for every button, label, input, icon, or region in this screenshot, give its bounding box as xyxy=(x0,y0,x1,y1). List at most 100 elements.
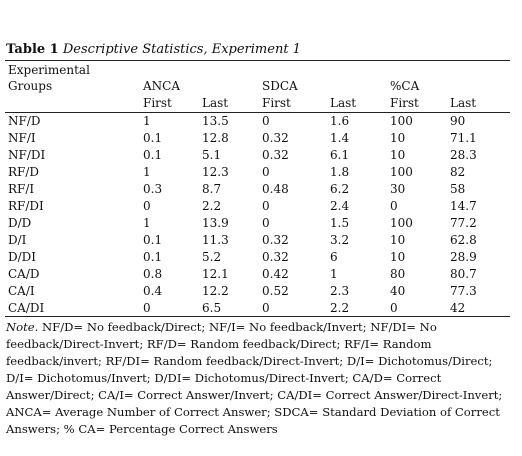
row-label: NF/I xyxy=(8,131,36,145)
table-cell: 12.3 xyxy=(202,165,229,179)
table-cell: 1.8 xyxy=(330,165,350,179)
row-label: CA/I xyxy=(8,284,35,298)
table-cell: 12.1 xyxy=(202,267,229,281)
table-cell: 13.5 xyxy=(202,114,229,128)
table-cell: 71.1 xyxy=(450,131,477,145)
table-cell: 0 xyxy=(262,165,270,179)
table-cell: 2.2 xyxy=(330,301,350,315)
table-cell: 0.32 xyxy=(262,250,289,264)
table-cell: 12.8 xyxy=(202,131,229,145)
table-cell: 30 xyxy=(390,182,406,196)
table-cell: 0.32 xyxy=(262,233,289,247)
table-cell: 82 xyxy=(450,165,466,179)
row-label: CA/D xyxy=(8,267,40,281)
table-cell: 90 xyxy=(450,114,466,128)
table-cell: 10 xyxy=(390,250,406,264)
rule xyxy=(5,112,510,113)
table-cell: 42 xyxy=(450,301,466,315)
table-cell: 0.8 xyxy=(143,267,163,281)
table-cell: 8.7 xyxy=(202,182,222,196)
table-cell: 0.32 xyxy=(262,131,289,145)
table-cell: 14.7 xyxy=(450,199,477,213)
table-cell: 0 xyxy=(262,114,270,128)
table-cell: 0 xyxy=(143,301,151,315)
table-cell: 2.3 xyxy=(330,284,350,298)
table-cell: 5.2 xyxy=(202,250,222,264)
row-label: D/DI xyxy=(8,250,37,264)
table-cell: 0.1 xyxy=(143,148,163,162)
table-cell: 2.4 xyxy=(330,199,350,213)
table-cell: 0 xyxy=(262,216,270,230)
table-cell: 12.2 xyxy=(202,284,229,298)
table-cell: 10 xyxy=(390,148,406,162)
table-cell: 0.48 xyxy=(262,182,289,196)
row-label: RF/I xyxy=(8,182,35,196)
caption: Table 1 Descriptive Statistics, Experime… xyxy=(6,42,301,58)
column-header: First xyxy=(143,96,172,110)
table-cell: 0 xyxy=(143,199,151,213)
table-cell: 10 xyxy=(390,233,406,247)
table-cell: 62.8 xyxy=(450,233,477,247)
column-group: %CA xyxy=(390,79,420,93)
table-cell: 5.1 xyxy=(202,148,222,162)
table-cell: 6.5 xyxy=(202,301,222,315)
group-label: Groups xyxy=(8,79,53,93)
column-group: SDCA xyxy=(262,79,298,93)
table-cell: 0.1 xyxy=(143,131,163,145)
note-label: Note. xyxy=(6,320,39,334)
table-cell: 1.6 xyxy=(330,114,350,128)
table-cell: 1 xyxy=(143,216,151,230)
table-cell: 1 xyxy=(143,165,151,179)
table-cell: 0 xyxy=(262,199,270,213)
caption-title: Descriptive Statistics, Experiment 1 xyxy=(62,42,301,57)
table-cell: 0.1 xyxy=(143,250,163,264)
row-label: D/I xyxy=(8,233,27,247)
table-cell: 6.2 xyxy=(330,182,350,196)
table-cell: 0.4 xyxy=(143,284,163,298)
table-cell: 100 xyxy=(390,165,413,179)
table-cell: 0.42 xyxy=(262,267,289,281)
rule xyxy=(5,60,510,61)
table-cell: 77.2 xyxy=(450,216,477,230)
row-label: NF/DI xyxy=(8,148,46,162)
table-cell: 77.3 xyxy=(450,284,477,298)
row-label: CA/DI xyxy=(8,301,45,315)
caption-label: Table 1 xyxy=(6,42,59,57)
table-cell: 0 xyxy=(262,301,270,315)
column-header: First xyxy=(390,96,419,110)
column-header: First xyxy=(262,96,291,110)
table-cell: 80.7 xyxy=(450,267,477,281)
column-header: Last xyxy=(450,96,477,110)
table-cell: 0.1 xyxy=(143,233,163,247)
table-cell: 1 xyxy=(143,114,151,128)
row-label: NF/D xyxy=(8,114,41,128)
table-note: Note. NF/D= No feedback/Direct; NF/I= No… xyxy=(6,319,512,438)
table-cell: 6 xyxy=(330,250,338,264)
table-cell: 10 xyxy=(390,131,406,145)
table-cell: 58 xyxy=(450,182,466,196)
table-cell: 40 xyxy=(390,284,406,298)
row-label: RF/DI xyxy=(8,199,44,213)
column-group: ANCA xyxy=(143,79,181,93)
table-cell: 0.52 xyxy=(262,284,289,298)
table-cell: 1.5 xyxy=(330,216,350,230)
table-cell: 0 xyxy=(390,199,398,213)
table-cell: 6.1 xyxy=(330,148,350,162)
rule xyxy=(5,316,510,317)
table-cell: 2.2 xyxy=(202,199,222,213)
table-cell: 28.9 xyxy=(450,250,477,264)
table-cell: 100 xyxy=(390,114,413,128)
table-cell: 3.2 xyxy=(330,233,350,247)
table-cell: 80 xyxy=(390,267,406,281)
table-cell: 1.4 xyxy=(330,131,350,145)
table-cell: 100 xyxy=(390,216,413,230)
table-cell: 11.3 xyxy=(202,233,229,247)
table-cell: 28.3 xyxy=(450,148,477,162)
group-label: Experimental xyxy=(8,63,90,77)
table-cell: 1 xyxy=(330,267,338,281)
table-cell: 0.3 xyxy=(143,182,163,196)
table-cell: 0 xyxy=(390,301,398,315)
column-header: Last xyxy=(330,96,357,110)
row-label: D/D xyxy=(8,216,32,230)
